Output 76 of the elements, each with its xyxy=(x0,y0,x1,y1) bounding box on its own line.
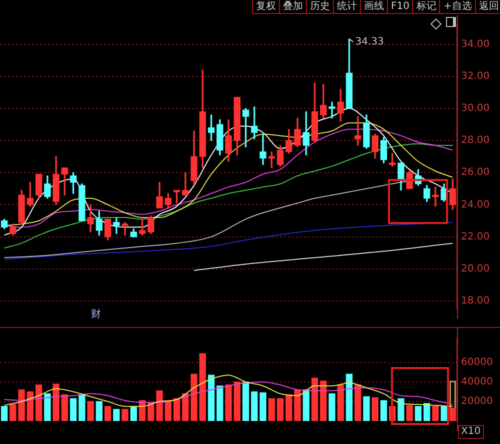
bar xyxy=(44,393,51,421)
bar xyxy=(302,389,310,421)
bar xyxy=(182,393,189,421)
y-tick-label: 20000 xyxy=(461,396,493,408)
bar xyxy=(363,396,370,421)
y-tick-label: 18.00 xyxy=(461,296,490,307)
text: F10 xyxy=(387,0,412,13)
bar xyxy=(78,394,86,421)
bar xyxy=(216,386,224,421)
bar xyxy=(440,406,448,421)
bar xyxy=(398,398,404,421)
text: 历史 xyxy=(306,0,333,13)
bar xyxy=(346,374,353,421)
line-series xyxy=(4,222,454,260)
bar xyxy=(328,393,336,421)
bar xyxy=(87,401,94,421)
text: 复权 xyxy=(252,0,279,13)
line-series xyxy=(4,381,454,405)
bar xyxy=(294,389,301,421)
annotation: 34.33 xyxy=(355,36,384,48)
text: 标记 xyxy=(412,0,440,13)
y-tick-label: 26.00 xyxy=(461,167,490,178)
y-tick-label: 30.00 xyxy=(461,103,490,114)
text: +自选 xyxy=(439,0,475,13)
bar xyxy=(208,374,215,421)
bar xyxy=(354,384,362,421)
bar xyxy=(372,397,378,421)
bar xyxy=(96,401,102,421)
text: 统计 xyxy=(333,0,360,13)
y-tick-label: 34.00 xyxy=(461,38,490,50)
y-tick-label: 28.00 xyxy=(461,135,490,146)
bar xyxy=(130,406,137,421)
bar xyxy=(122,408,128,421)
bar xyxy=(104,406,112,421)
bar xyxy=(190,374,198,421)
text: 画线 xyxy=(360,0,387,13)
bar xyxy=(199,353,206,421)
bar xyxy=(406,405,413,421)
bar xyxy=(311,378,318,421)
y-axis-title: X10 xyxy=(458,425,484,439)
bar xyxy=(449,408,456,421)
bar xyxy=(0,406,8,421)
bar xyxy=(242,382,250,421)
bar xyxy=(35,384,42,421)
bar xyxy=(423,403,430,421)
text: 叠加 xyxy=(279,0,306,13)
bar xyxy=(70,398,77,421)
bar xyxy=(173,398,180,421)
bar xyxy=(251,391,258,421)
bar xyxy=(52,384,60,421)
y-tick-label: 20.00 xyxy=(461,263,490,274)
bar xyxy=(156,390,163,421)
bar xyxy=(164,401,172,421)
bar xyxy=(432,406,439,421)
y-tick-label: 60000 xyxy=(461,357,493,368)
y-tick-label: 40000 xyxy=(461,376,493,388)
bar xyxy=(380,400,388,421)
bar xyxy=(276,398,284,421)
text: 返回 xyxy=(474,0,500,13)
line-series xyxy=(194,242,454,271)
bar xyxy=(26,391,34,421)
bar xyxy=(225,384,232,421)
y-tick-label: 22.00 xyxy=(461,231,490,242)
bar xyxy=(234,382,240,421)
line-series xyxy=(4,374,454,407)
bar xyxy=(414,406,422,421)
bar xyxy=(286,394,292,421)
y-tick-label: 32.00 xyxy=(461,70,490,82)
bar xyxy=(260,392,266,421)
bar xyxy=(268,398,275,421)
bar xyxy=(113,408,120,421)
text: 财 xyxy=(91,308,101,321)
bar xyxy=(337,384,344,421)
bar xyxy=(61,394,68,421)
y-tick-label: 24.00 xyxy=(461,199,490,210)
bar xyxy=(320,380,327,421)
